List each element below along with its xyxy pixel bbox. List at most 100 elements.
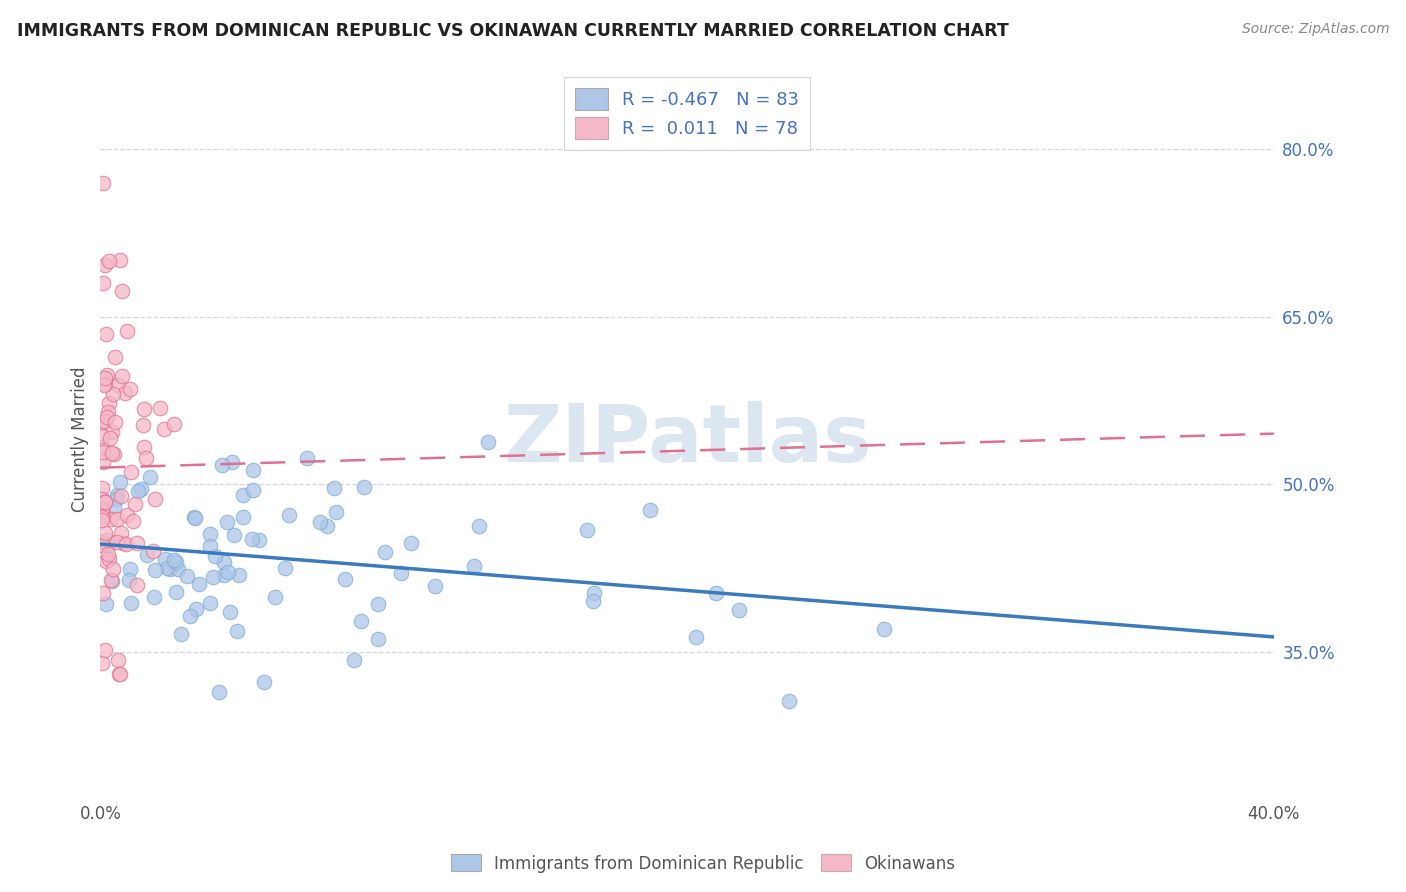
Point (96, 409, 118, 424)
Point (125, 578, 148, 592)
Point (127, 483, 149, 498)
Point (374, 545, 396, 559)
Point (463, 558, 485, 573)
Point (156, 560, 179, 574)
Point (217, 565, 239, 579)
Point (143, 492, 166, 507)
Point (325, 505, 347, 519)
Point (353, 480, 375, 494)
Point (134, 440, 156, 454)
Point (138, 470, 160, 484)
Point (176, 569, 198, 583)
Point (101, 387, 124, 401)
Point (367, 632, 389, 646)
Point (242, 463, 264, 477)
Point (101, 425, 124, 439)
Text: ZIPatlas: ZIPatlas (503, 401, 872, 479)
Point (96, 368, 118, 382)
Point (124, 497, 146, 511)
Point (232, 509, 254, 524)
Point (100, 574, 122, 588)
Point (121, 514, 143, 528)
Point (165, 585, 187, 599)
Point (218, 605, 240, 619)
Point (467, 519, 489, 533)
Point (638, 503, 661, 517)
Point (221, 455, 243, 469)
Point (94, 376, 117, 391)
Point (90, 492, 112, 507)
Point (704, 585, 727, 599)
Point (107, 378, 129, 392)
Point (97, 548, 120, 562)
Point (728, 603, 751, 617)
Point (111, 368, 134, 383)
Point (132, 417, 155, 432)
Point (202, 569, 225, 583)
Point (120, 465, 142, 479)
Point (582, 586, 605, 600)
Point (90, 538, 112, 552)
Text: Source: ZipAtlas.com: Source: ZipAtlas.com (1241, 22, 1389, 37)
Point (91, 455, 114, 469)
Point (90, 504, 112, 518)
Point (778, 694, 800, 708)
Point (90, 415, 112, 429)
Point (94, 495, 117, 509)
Point (129, 482, 152, 496)
Point (212, 555, 235, 569)
Point (115, 324, 138, 338)
Point (94, 326, 117, 341)
Point (153, 552, 176, 566)
Point (184, 510, 207, 524)
Point (211, 458, 233, 472)
Y-axis label: Currently Married: Currently Married (72, 367, 89, 512)
Point (187, 576, 209, 591)
Point (91, 445, 114, 459)
Point (184, 602, 207, 616)
Point (110, 489, 132, 503)
Point (91, 277, 114, 291)
Point (91, 176, 114, 190)
Point (91, 586, 114, 600)
Point (322, 481, 344, 495)
Point (107, 653, 129, 667)
Point (93, 378, 115, 392)
Legend: R = -0.467   N = 83, R =  0.011   N = 78: R = -0.467 N = 83, R = 0.011 N = 78 (564, 77, 810, 150)
Point (94, 258, 117, 272)
Point (97, 552, 120, 566)
Point (226, 624, 249, 638)
Point (110, 475, 132, 490)
Point (582, 593, 605, 607)
Point (97, 538, 120, 552)
Point (94, 494, 117, 508)
Point (200, 539, 222, 553)
Point (228, 568, 250, 582)
Point (105, 512, 128, 526)
Point (98, 431, 121, 445)
Point (118, 574, 141, 588)
Point (120, 596, 142, 610)
Point (136, 548, 159, 562)
Point (115, 508, 138, 522)
Point (247, 533, 270, 547)
Point (159, 562, 181, 576)
Point (101, 562, 124, 576)
Point (94, 643, 117, 657)
Point (222, 527, 245, 541)
Point (163, 417, 186, 432)
Point (97, 405, 120, 419)
Point (242, 483, 264, 498)
Point (111, 284, 134, 298)
Point (142, 544, 165, 558)
Legend: Immigrants from Dominican Republic, Okinawans: Immigrants from Dominican Republic, Okin… (444, 847, 962, 880)
Point (152, 422, 174, 436)
Point (873, 623, 896, 637)
Point (94, 597, 117, 611)
Point (108, 667, 131, 681)
Point (90, 440, 112, 454)
Point (145, 563, 167, 577)
Point (200, 596, 222, 610)
Point (98, 253, 121, 268)
Point (91, 513, 114, 527)
